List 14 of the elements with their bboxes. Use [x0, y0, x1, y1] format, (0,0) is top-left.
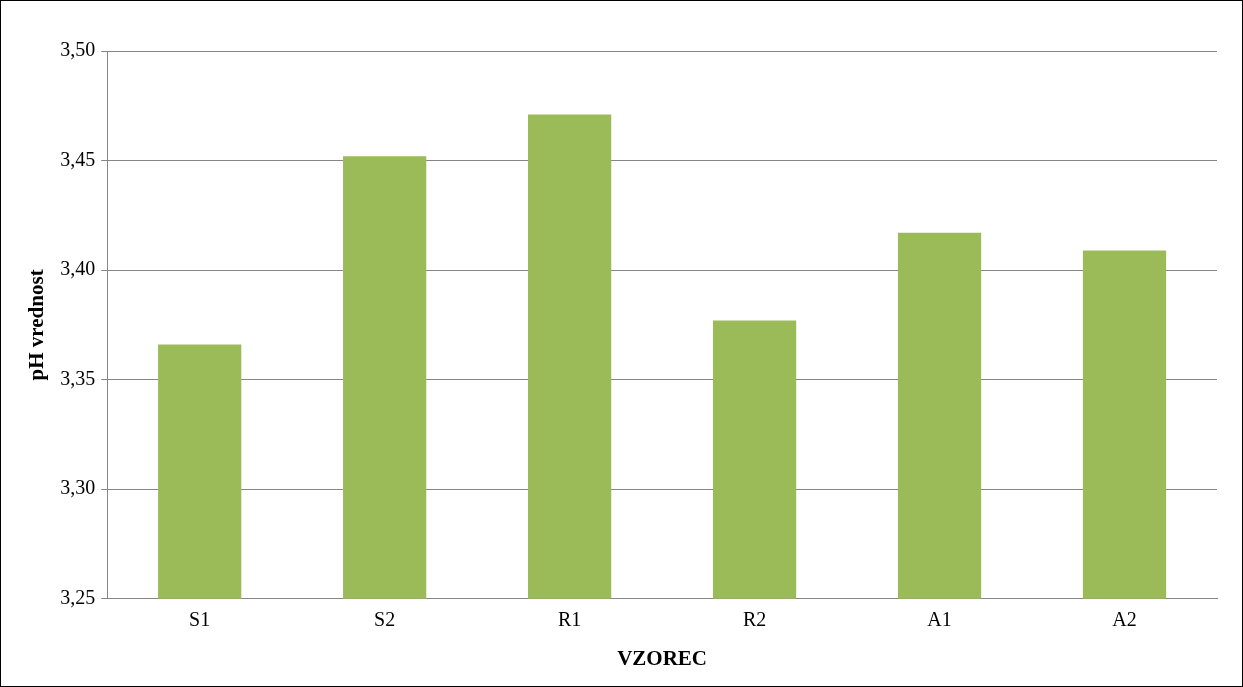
y-axis-title: pH vrednost [24, 269, 49, 381]
x-tick-label: S1 [189, 608, 211, 631]
y-tick-label: 3,30 [60, 476, 96, 499]
x-tick-label: A1 [927, 608, 952, 631]
y-tick-label: 3,35 [60, 366, 96, 389]
x-tick-label: R2 [742, 608, 767, 631]
x-tick-label: S2 [374, 608, 396, 631]
x-axis-title: VZOREC [617, 645, 708, 670]
y-tick-label: 3,25 [60, 586, 96, 609]
x-tick-label: R1 [557, 608, 582, 631]
y-tick-label: 3,45 [60, 147, 96, 170]
y-tick-label: 3,50 [60, 38, 96, 61]
x-tick-label: A2 [1112, 608, 1137, 631]
y-tick-label: 3,40 [60, 257, 96, 280]
